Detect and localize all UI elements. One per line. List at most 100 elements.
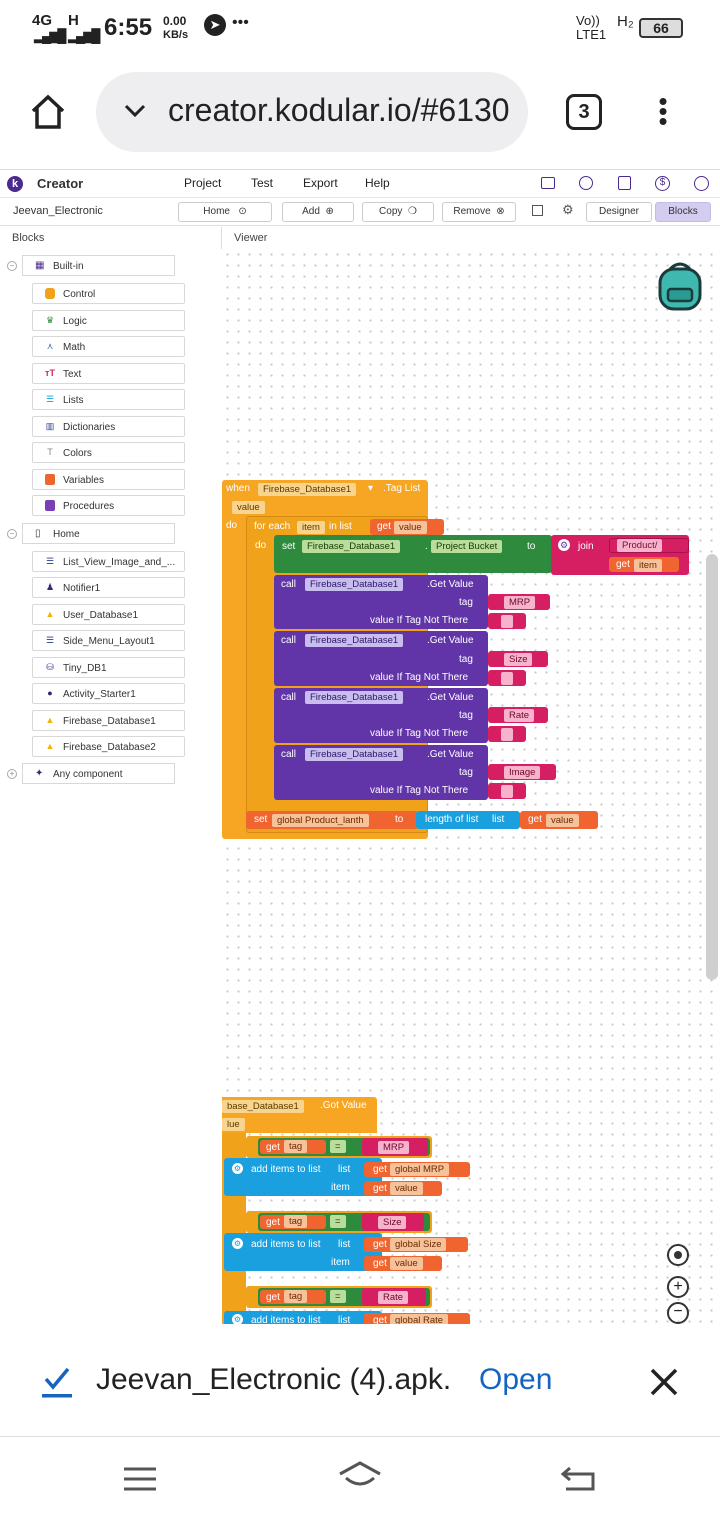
- call-component-dropdown[interactable]: Firebase_Database1: [305, 691, 404, 704]
- palette-component[interactable]: ● Activity_Starter1: [32, 683, 185, 704]
- empty-text-value[interactable]: [501, 728, 513, 741]
- palette-icon[interactable]: [579, 176, 593, 190]
- get-value-dropdown[interactable]: value: [546, 814, 579, 827]
- collapse-home-icon[interactable]: −: [7, 529, 17, 539]
- project-name[interactable]: Jeevan_Electronic: [13, 205, 103, 217]
- compare-operator[interactable]: =: [330, 1290, 346, 1303]
- palette-text[interactable]: тT Text: [32, 363, 185, 384]
- text-tag-value[interactable]: MRP: [504, 596, 536, 609]
- get-tag-dropdown[interactable]: tag: [284, 1290, 308, 1303]
- palette-component[interactable]: ☰ List_View_Image_and_...: [32, 551, 185, 572]
- set-component-dropdown[interactable]: Firebase_Database1: [302, 540, 401, 553]
- length-of-list-block[interactable]: [416, 811, 520, 829]
- text-tag-value[interactable]: Size: [378, 1216, 407, 1229]
- gallery-icon[interactable]: [541, 177, 555, 189]
- palette-colors[interactable]: T Colors: [32, 442, 185, 463]
- get-value-dropdown[interactable]: value: [390, 1182, 423, 1195]
- palette-component[interactable]: ▲ User_Database1: [32, 604, 185, 625]
- palette-component[interactable]: ☰ Side_Menu_Layout1: [32, 630, 185, 651]
- blocks-button[interactable]: Blocks: [655, 202, 711, 222]
- palette-lists[interactable]: ☰ Lists: [32, 389, 185, 410]
- get-value-dropdown[interactable]: value: [390, 1257, 423, 1270]
- close-icon[interactable]: [649, 1367, 679, 1397]
- text-tag-value[interactable]: Image: [504, 766, 541, 779]
- palette-component[interactable]: ▲ Firebase_Database1: [32, 710, 185, 731]
- overflow-menu-icon[interactable]: • • •: [658, 86, 668, 136]
- menu-icon[interactable]: [122, 1466, 158, 1492]
- expand-any-icon[interactable]: +: [7, 769, 17, 779]
- zoom-in-icon[interactable]: +: [667, 1276, 689, 1298]
- empty-text-value[interactable]: [501, 615, 513, 628]
- layers-icon[interactable]: [532, 205, 543, 216]
- text-tag-value[interactable]: MRP: [378, 1141, 410, 1154]
- global-list-dropdown[interactable]: global Size: [390, 1238, 447, 1251]
- palette-logic[interactable]: ♛ Logic: [32, 310, 185, 331]
- get-tag-dropdown[interactable]: tag: [284, 1215, 308, 1228]
- compare-operator[interactable]: =: [330, 1140, 346, 1153]
- loop-var-item[interactable]: item: [297, 521, 325, 534]
- event2-param[interactable]: lue: [222, 1118, 245, 1131]
- blocks-workspace[interactable]: when Firebase_Database1 ▾ .Tag List valu…: [222, 249, 720, 1324]
- zoom-out-icon[interactable]: −: [667, 1302, 689, 1324]
- palette-home[interactable]: ▯ Home: [22, 523, 175, 544]
- mutator-gear-icon[interactable]: ⚙: [232, 1238, 243, 1249]
- backpack-icon[interactable]: [654, 259, 706, 313]
- add-items-block[interactable]: [224, 1311, 382, 1324]
- collapse-builtin-icon[interactable]: −: [7, 261, 17, 271]
- get-value-dropdown[interactable]: value: [394, 521, 427, 534]
- compare-operator[interactable]: =: [330, 1215, 346, 1228]
- text-tag-value[interactable]: Rate: [504, 709, 535, 722]
- palette-math[interactable]: ⋏ Math: [32, 336, 185, 357]
- home-screen-button[interactable]: Home ⊙: [178, 202, 272, 222]
- call-component-dropdown[interactable]: Firebase_Database1: [305, 748, 404, 761]
- mutator-gear-icon[interactable]: ⚙: [232, 1314, 243, 1324]
- mutator-gear-icon[interactable]: ⚙: [232, 1163, 243, 1174]
- property-dropdown[interactable]: Project Bucket: [431, 540, 503, 553]
- chevron-down-icon[interactable]: [124, 104, 146, 118]
- menu-export[interactable]: Export: [303, 176, 338, 190]
- palette-component[interactable]: ⛁ Tiny_DB1: [32, 657, 185, 678]
- url-text[interactable]: creator.kodular.io/#6130: [168, 92, 510, 128]
- get-item-dropdown[interactable]: item: [634, 559, 662, 572]
- text-tag-value[interactable]: Rate: [378, 1291, 409, 1304]
- copy-screen-button[interactable]: Copy ❍: [362, 202, 434, 222]
- designer-button[interactable]: Designer: [586, 202, 652, 222]
- palette-dictionaries[interactable]: ▥ Dictionaries: [32, 416, 185, 437]
- add-items-block[interactable]: [224, 1158, 382, 1196]
- event-param-value[interactable]: value: [232, 501, 265, 514]
- palette-control[interactable]: Control: [32, 283, 185, 304]
- get-tag-dropdown[interactable]: tag: [284, 1140, 308, 1153]
- empty-text-value[interactable]: [501, 785, 513, 798]
- add-screen-button[interactable]: Add ⊕: [282, 202, 354, 222]
- tab-switcher-button[interactable]: 3: [566, 94, 602, 130]
- menu-project[interactable]: Project: [184, 176, 222, 190]
- global-list-dropdown[interactable]: global MRP: [390, 1163, 450, 1176]
- palette-component[interactable]: ♟ Notifier1: [32, 577, 185, 598]
- add-items-block[interactable]: [224, 1233, 382, 1271]
- mutator-gear-icon[interactable]: ⚙: [558, 539, 570, 551]
- vertical-scrollbar[interactable]: [706, 554, 718, 980]
- docs-icon[interactable]: [618, 176, 631, 190]
- event-component-dropdown[interactable]: Firebase_Database1: [258, 483, 357, 496]
- settings-gear-icon[interactable]: ⚙: [562, 202, 574, 217]
- palette-any-component[interactable]: ✦ Any component: [22, 763, 175, 784]
- home-nav-icon[interactable]: [336, 1460, 384, 1492]
- text-product-value[interactable]: Product/: [617, 539, 663, 552]
- recenter-icon[interactable]: [667, 1244, 689, 1266]
- palette-variables[interactable]: Variables: [32, 469, 185, 490]
- event2-component-dropdown[interactable]: base_Database1: [222, 1100, 304, 1113]
- call-component-dropdown[interactable]: Firebase_Database1: [305, 578, 404, 591]
- palette-component[interactable]: ▲ Firebase_Database2: [32, 736, 185, 757]
- remove-screen-button[interactable]: Remove ⊗: [442, 202, 516, 222]
- palette-procedures[interactable]: Procedures: [32, 495, 185, 516]
- account-icon[interactable]: [694, 176, 709, 191]
- address-bar[interactable]: creator.kodular.io/#6130: [96, 72, 528, 152]
- global-list-dropdown[interactable]: global Rate: [390, 1314, 449, 1324]
- home-icon[interactable]: [29, 93, 67, 131]
- open-download-button[interactable]: Open: [479, 1363, 553, 1396]
- text-tag-value[interactable]: Size: [504, 653, 533, 666]
- back-icon[interactable]: [560, 1464, 596, 1492]
- empty-text-value[interactable]: [501, 672, 513, 685]
- menu-help[interactable]: Help: [365, 176, 390, 190]
- menu-test[interactable]: Test: [251, 176, 274, 190]
